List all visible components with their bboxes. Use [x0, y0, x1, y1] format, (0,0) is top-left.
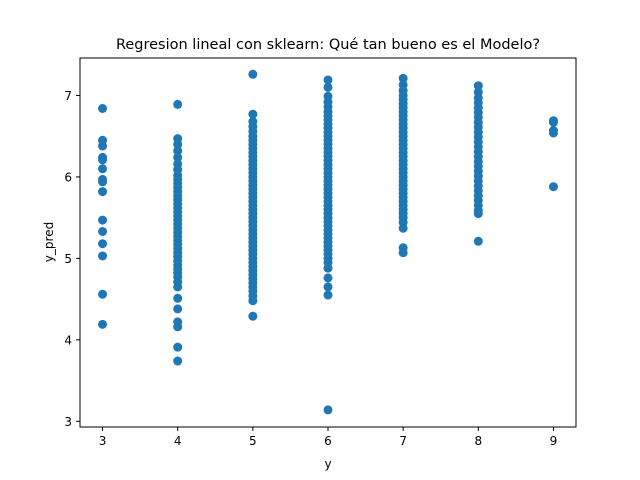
data-point-x4-0: [173, 99, 183, 109]
x-tick-label-9: 9: [550, 434, 558, 448]
data-point-x8-27: [473, 236, 483, 246]
y-axis-ticks: 3 4 5 6 7: [64, 89, 80, 429]
y-tick-label-3: 3: [64, 415, 72, 429]
data-point-x3-5: [98, 164, 108, 174]
data-point-x3-14: [98, 319, 108, 329]
data-point-x9-3: [548, 128, 558, 138]
data-point-x6-46: [323, 290, 333, 300]
data-point-x4-34: [173, 282, 183, 292]
data-point-x5-0: [248, 69, 258, 79]
data-point-x7-0: [398, 73, 408, 83]
data-point-x6-0: [323, 75, 333, 85]
x-tick-label-3: 3: [99, 434, 107, 448]
data-point-x4-38: [173, 322, 183, 332]
data-point-x3-8: [98, 187, 108, 197]
data-point-x9-1: [548, 117, 558, 127]
data-point-x3-0: [98, 104, 108, 113]
chart-title: Regresion lineal con sklearn: Qué tan bu…: [116, 37, 540, 53]
data-point-x4-2: [173, 139, 183, 149]
data-points: [98, 69, 558, 415]
data-point-x3-4: [98, 155, 108, 165]
data-point-x5-45: [248, 296, 258, 306]
y-tick-label-6: 6: [64, 170, 72, 184]
data-point-x3-2: [98, 141, 108, 151]
data-point-x6-43: [323, 263, 333, 273]
data-point-x9-4: [548, 182, 558, 192]
data-point-x5-1: [248, 109, 258, 119]
data-point-x7-37: [398, 248, 408, 258]
data-point-x6-44: [323, 273, 333, 283]
data-point-x3-13: [98, 289, 108, 299]
x-tick-label-6: 6: [324, 434, 332, 448]
data-point-x4-40: [173, 356, 183, 366]
y-tick-label-4: 4: [64, 333, 72, 347]
x-tick-label-8: 8: [474, 434, 482, 448]
x-axis-title: y: [324, 457, 331, 471]
data-point-x4-36: [173, 304, 183, 314]
data-point-x5-46: [248, 311, 258, 321]
data-point-x3-11: [98, 239, 108, 249]
x-axis-ticks: 3 4 5 6 7 8 9: [99, 427, 558, 448]
x-tick-label-5: 5: [249, 434, 257, 448]
data-point-x6-45: [323, 282, 333, 292]
data-point-x3-7: [98, 177, 108, 187]
data-point-x3-9: [98, 215, 108, 225]
data-point-x4-35: [173, 293, 183, 303]
data-point-x3-10: [98, 227, 108, 236]
data-point-x4-4: [173, 152, 183, 162]
data-point-x3-12: [98, 251, 108, 261]
data-point-x4-39: [173, 342, 183, 352]
data-point-x6-47: [323, 405, 333, 415]
data-point-x8-0: [473, 81, 483, 91]
x-tick-label-4: 4: [174, 434, 182, 448]
data-point-x4-3: [173, 146, 183, 156]
data-point-x8-26: [473, 209, 483, 219]
x-tick-label-7: 7: [399, 434, 407, 448]
y-axis-title: y_pred: [42, 222, 56, 262]
y-tick-label-5: 5: [64, 252, 72, 266]
data-point-x7-35: [398, 223, 408, 233]
y-tick-label-7: 7: [64, 89, 72, 103]
data-point-x6-1: [323, 82, 333, 92]
